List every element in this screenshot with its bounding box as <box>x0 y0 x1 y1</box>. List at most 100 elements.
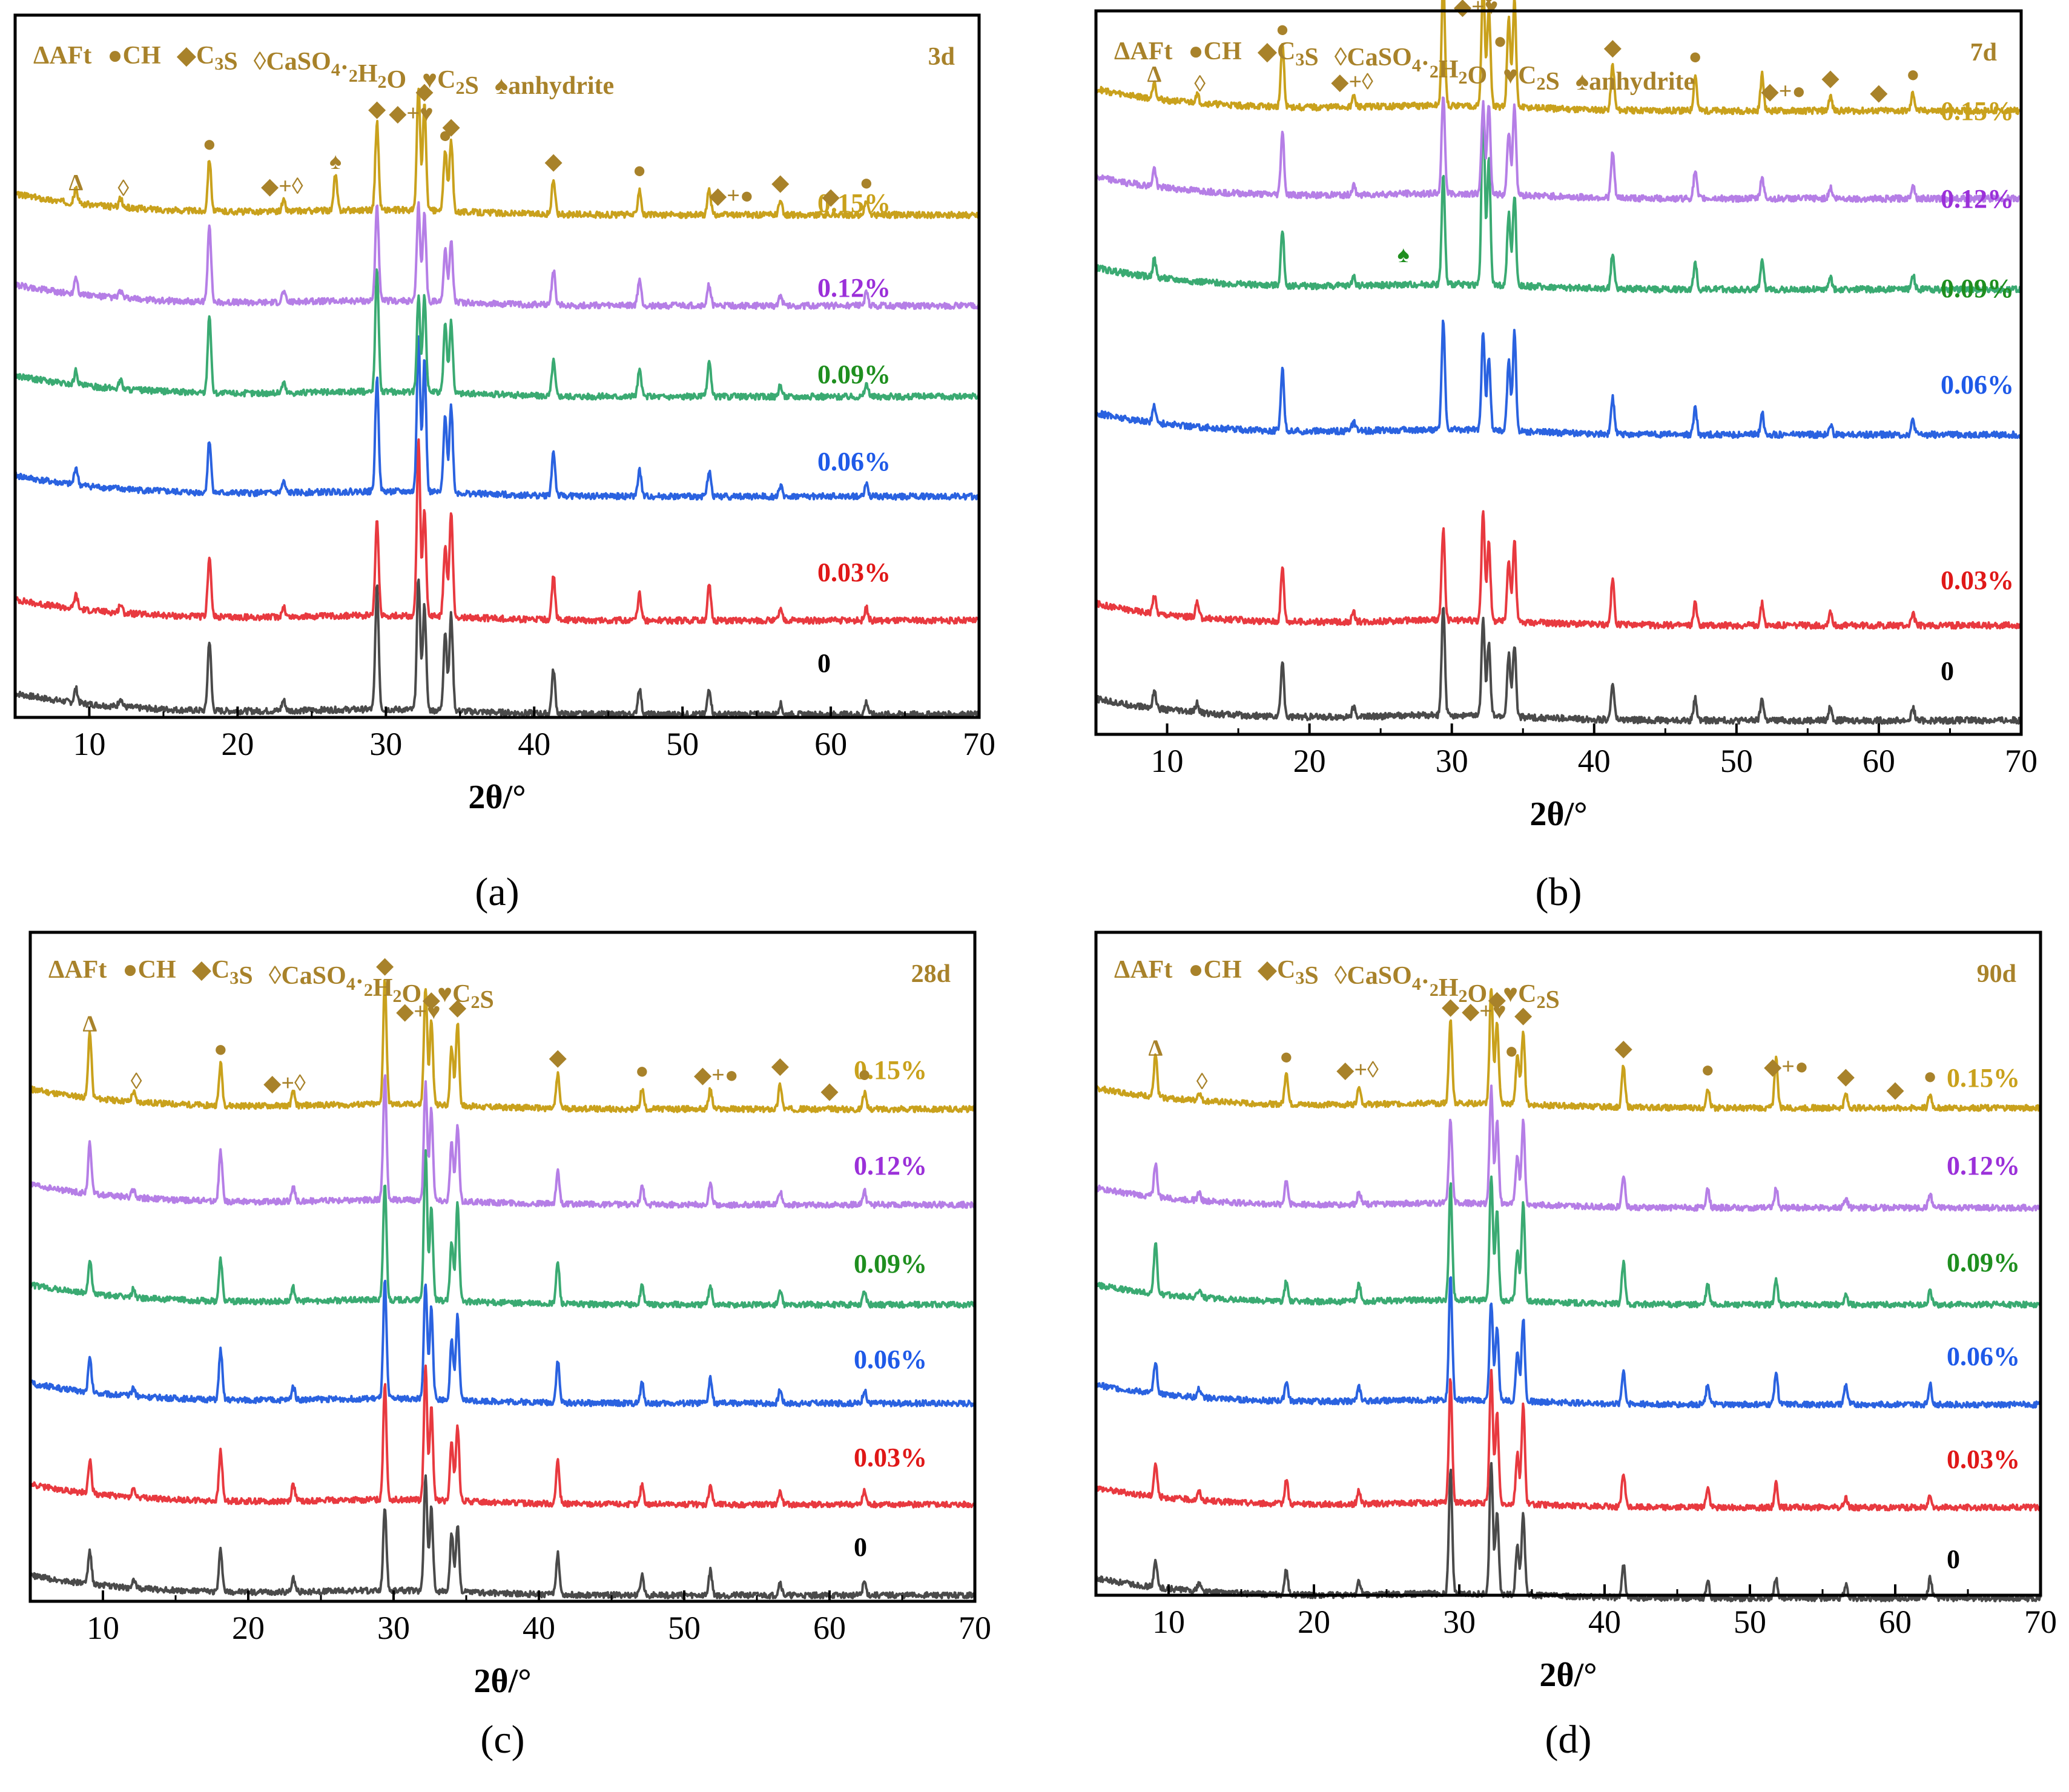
legend-subscript: 2 <box>1459 68 1468 88</box>
legend-text-part: ●CH <box>107 42 160 70</box>
legend-subscript: 2 <box>1430 980 1439 1000</box>
series-label: 0.15% <box>1947 1063 2020 1093</box>
legend-item: ●CH <box>107 42 160 70</box>
x-tick-label: 30 <box>1443 1604 1476 1640</box>
peak-marker: ◆ <box>820 1078 839 1104</box>
series-line-0.12% <box>14 201 980 310</box>
legend-subscript: 2 <box>1536 74 1545 94</box>
legend-subscript: 2 <box>1430 62 1439 82</box>
legend-item: ◆C3S <box>1258 38 1319 71</box>
legend-subscript: 3 <box>229 968 239 988</box>
series-line-0.03% <box>1095 1369 2042 1512</box>
legend-text-part: ◆C <box>1258 956 1296 984</box>
x-tick-label: 20 <box>221 726 254 762</box>
legend-text-part: ◊CaSO <box>269 962 346 990</box>
peak-marker: ● <box>1505 1038 1519 1064</box>
peak-marker: ◊ <box>117 176 129 201</box>
series-line-0.06% <box>14 335 980 501</box>
peak-marker: ◆+♥ <box>1462 998 1506 1024</box>
x-tick-label: 50 <box>668 1610 701 1646</box>
peak-marker: ◆ <box>1488 987 1506 1012</box>
series-label: 0.15% <box>854 1055 927 1085</box>
x-tick-label: 20 <box>232 1610 265 1646</box>
legend-item: ◆C3S <box>1258 956 1319 990</box>
series-line-0.09% <box>1095 1175 2042 1309</box>
legend-text-part: S <box>223 48 237 76</box>
series-label: 0.06% <box>1947 1342 2020 1371</box>
series-line-0 <box>15 578 980 719</box>
x-tick-label: 10 <box>1151 743 1184 779</box>
peak-marker: ◆ <box>771 1053 790 1079</box>
legend-item: ♥C2S <box>1503 62 1560 96</box>
peak-marker: ◆+● <box>694 1062 739 1088</box>
anhydrite-marker: ♠ <box>1397 242 1410 268</box>
legend-subscript: 2 <box>455 78 464 98</box>
panel-b: 00.03%0.06%0.09%0.12%0.15%Δ◊●◆+◊◆◆+♥◆●◆◆… <box>1094 0 2038 914</box>
age-label: 7d <box>1970 39 1997 67</box>
peak-marker: ◆+◊ <box>263 1070 306 1096</box>
legend-text-part: O <box>1468 980 1488 1008</box>
peak-marker: ◆+◊ <box>1331 69 1373 94</box>
x-tick-label: 40 <box>518 726 550 762</box>
peak-marker: ◆+◊ <box>1336 1058 1379 1083</box>
legend-subscript: 3 <box>1295 50 1304 70</box>
peak-marker: ● <box>1688 44 1702 69</box>
legend-text-part: O <box>402 980 422 1008</box>
legend-text-part: ◆C <box>1258 38 1296 65</box>
x-tick-label: 50 <box>1720 743 1753 779</box>
legend-item: ΔAFt <box>1114 956 1172 984</box>
plot-frame <box>28 931 977 1603</box>
peak-marker: ◆ <box>1615 1036 1633 1061</box>
legend-item: ♥C2S <box>437 980 494 1014</box>
x-tick-label: 70 <box>2005 743 2038 779</box>
legend-item: ◆C3S <box>177 42 238 76</box>
x-tick-label: 10 <box>73 726 105 762</box>
plot-frame <box>13 13 981 719</box>
peak-marker: ◆+● <box>1761 79 1806 104</box>
series-label: 0.09% <box>854 1249 927 1279</box>
legend-text-part: ♥C <box>1503 980 1536 1008</box>
legend-text-part: ΔAFt <box>33 42 91 70</box>
peak-marker: Δ <box>82 1012 97 1037</box>
peak-marker: ◆ <box>449 995 467 1020</box>
series-label: 0.06% <box>854 1345 927 1374</box>
age-label: 28d <box>911 960 951 988</box>
x-axis-title: 2θ/° <box>468 779 526 816</box>
legend-text-part: S <box>1304 44 1318 71</box>
peak-marker: ● <box>214 1036 228 1062</box>
peak-marker: ◆+● <box>1764 1054 1809 1079</box>
legend-subscript: 4 <box>1412 56 1421 76</box>
peak-marker: ● <box>633 158 647 183</box>
peak-marker: ● <box>1275 16 1289 42</box>
peak-marker: ◆ <box>1442 994 1460 1020</box>
legend-text-part: H <box>373 974 393 1002</box>
series-label: 0.03% <box>1947 1444 2020 1474</box>
legend: ΔAFt ●CH ◆C3S ◊CaSO4·2H2O ♥C2S <box>48 956 494 1014</box>
legend-text-part: ◊CaSO <box>254 48 331 76</box>
legend-item: ΔAFt <box>48 956 107 984</box>
legend-subscript: 4 <box>1412 974 1421 994</box>
peak-marker: ● <box>1906 62 1920 87</box>
legend-text-part: · <box>340 54 349 82</box>
peak-marker: ◆ <box>368 96 386 122</box>
legend: ΔAFt ●CH ◆C3S ◊CaSO4·2H2O ♥C2S <box>1114 956 1560 1014</box>
x-tick-label: 70 <box>959 1610 991 1646</box>
x-tick-label: 70 <box>2024 1604 2057 1640</box>
series-line-0.03% <box>14 438 980 625</box>
series-line-0.09% <box>29 1149 976 1309</box>
legend-item: ◆C3S <box>192 956 253 990</box>
legend-text-part: S <box>1545 68 1559 96</box>
x-tick-label: 30 <box>377 1610 410 1646</box>
legend-text-part: ●CH <box>122 956 176 984</box>
legend-text-part: ♥C <box>1503 62 1536 90</box>
peak-marker: ◆ <box>549 1045 567 1070</box>
series-label: 0.09% <box>1941 274 2014 303</box>
legend-text-part: H <box>1439 974 1459 1002</box>
legend-subscript: 2 <box>349 66 358 86</box>
series-line-0.03% <box>1095 510 2022 630</box>
legend-text-part: ◊CaSO <box>1335 962 1412 990</box>
legend-item: ♠anhydrite <box>495 72 614 100</box>
series-line-0.03% <box>29 1364 976 1509</box>
legend-subscript: 2 <box>470 992 480 1012</box>
